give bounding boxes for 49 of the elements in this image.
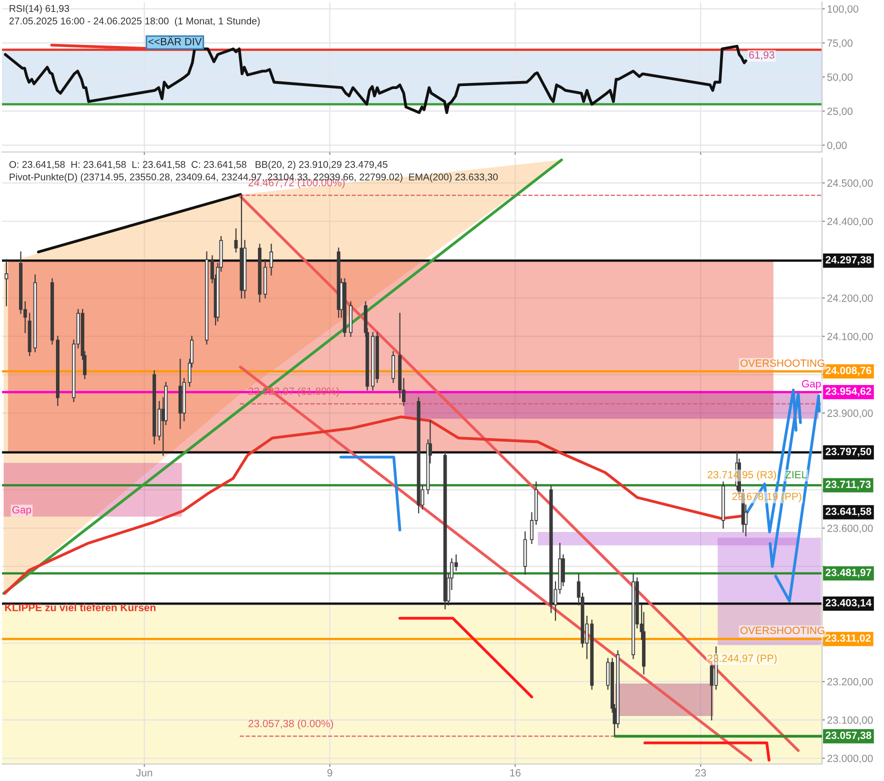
annotation: ZIEL bbox=[785, 471, 807, 478]
text: 23.057,38 bbox=[826, 732, 872, 741]
annotation: 23.714,95 (R3) bbox=[708, 470, 776, 480]
annotation: Gap bbox=[802, 380, 821, 390]
ref-line-label: 23.797,50 bbox=[826, 448, 872, 457]
y-tick-label: 50,00 bbox=[827, 74, 853, 82]
candlestick bbox=[391, 351, 395, 383]
annotation: OVERSHOOTING bbox=[740, 626, 824, 634]
band-label: KLIPPE zu viel tieferen Kursen bbox=[5, 604, 156, 612]
ref-line-label: 23.403,14 bbox=[826, 599, 872, 608]
candlestick bbox=[4, 259, 8, 306]
y-tick-label: 25,00 bbox=[827, 108, 853, 116]
annotation: Gap bbox=[12, 506, 32, 516]
text: 27.05.2025 16:00 - 24.06.2025 18:00 (1 Monat, 1 Stunde) bbox=[9, 17, 260, 26]
annotation: 23.678,19 (PP) bbox=[732, 492, 802, 502]
x-tick-label: 23 bbox=[695, 769, 706, 777]
y-tick-label: 24.100,00 bbox=[827, 332, 873, 342]
x-tick-label: 9 bbox=[327, 769, 332, 777]
annotation: OVERSHOOTING bbox=[740, 359, 824, 367]
ref-line-label: 24.008,76 bbox=[826, 366, 872, 376]
candlestick bbox=[270, 244, 274, 276]
y-tick-label: 24.200,00 bbox=[827, 294, 873, 304]
ref-line-label: 23.711,73 bbox=[826, 480, 871, 490]
x-tick-label: Jun bbox=[136, 769, 152, 777]
y-tick-label: 23.900,00 bbox=[827, 410, 873, 418]
ref-line-label: 24.297,38 bbox=[826, 256, 872, 265]
y-tick-label: 23.600,00 bbox=[827, 524, 873, 534]
chart-title: O: 23.641,58 H: 23.641,58 L: 23.641,58 C: 23.641,58 BB(20, 2) 23.910,29 23.479,45 bbox=[9, 160, 388, 170]
y-tick-label: 24.500,00 bbox=[827, 179, 873, 188]
ref-line-label: 23.311,02 bbox=[826, 634, 871, 644]
annotation: 61,93 bbox=[749, 51, 774, 60]
y-tick-label: 0,00 bbox=[827, 142, 847, 150]
ref-line-label: 23.954,62 bbox=[826, 388, 872, 396]
y-tick-label: 100,00 bbox=[828, 5, 858, 14]
y-tick-label: 75,00 bbox=[827, 39, 853, 48]
y-tick-label: 23.000,00 bbox=[827, 754, 873, 764]
y-tick-label: 24.400,00 bbox=[827, 218, 873, 226]
candlestick bbox=[234, 228, 238, 253]
y-tick-label: 23.100,00 bbox=[827, 716, 873, 725]
candlestick bbox=[561, 554, 565, 586]
chart-title: RSI(14) 61,93 bbox=[10, 4, 70, 14]
annotation: 23.244,97 (PP) bbox=[708, 654, 777, 664]
ref-line-label: 23.481,97 bbox=[826, 568, 872, 578]
y-tick-label: 23.200,00 bbox=[827, 678, 873, 687]
ref-line-label: 23.057,38 (0.00%) bbox=[248, 720, 334, 730]
annotation: <<BÄR DIV bbox=[148, 36, 202, 46]
text: 23.641,58 bbox=[826, 508, 872, 517]
x-tick-label: 16 bbox=[510, 769, 521, 777]
line-series bbox=[4, 44, 748, 114]
